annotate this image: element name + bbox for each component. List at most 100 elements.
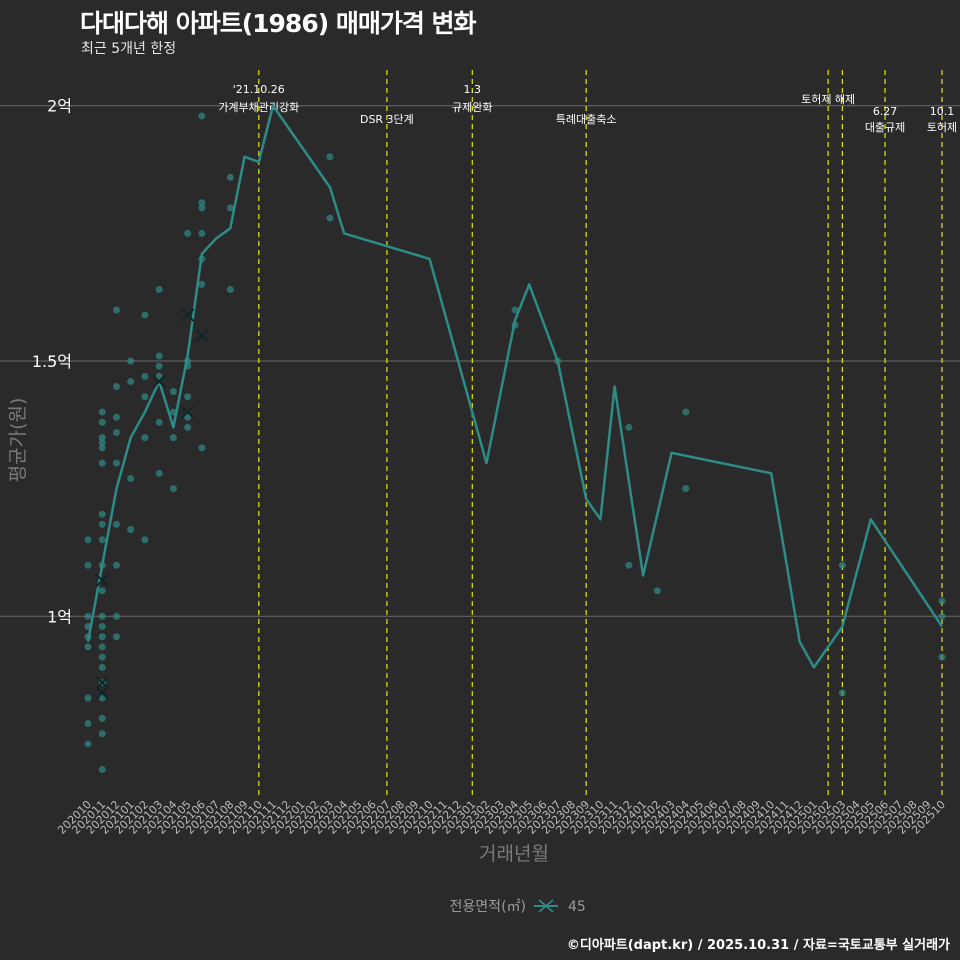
data-point bbox=[511, 306, 519, 314]
y-tick-label: 1억 bbox=[47, 607, 72, 626]
data-point bbox=[98, 653, 106, 661]
data-point bbox=[226, 286, 234, 294]
data-point bbox=[84, 720, 92, 728]
data-point bbox=[84, 633, 92, 641]
data-point bbox=[141, 372, 149, 380]
data-point bbox=[554, 357, 562, 365]
data-point bbox=[155, 352, 163, 360]
data-point bbox=[198, 229, 206, 237]
cross-mark bbox=[95, 573, 109, 588]
data-point bbox=[98, 765, 106, 773]
data-point bbox=[127, 526, 135, 534]
data-point bbox=[84, 643, 92, 651]
data-point bbox=[198, 112, 206, 120]
data-point bbox=[98, 587, 106, 595]
data-point bbox=[98, 623, 106, 631]
data-point bbox=[98, 459, 106, 467]
data-point bbox=[112, 413, 120, 421]
data-point bbox=[838, 689, 846, 697]
y-axis-label: 평균가(원) bbox=[7, 398, 29, 483]
data-point bbox=[682, 408, 690, 416]
x-axis-label: 거래년월 bbox=[479, 843, 549, 865]
chart-title: 다대다해 아파트(1986) 매매가격 변화 bbox=[80, 9, 477, 38]
data-point bbox=[127, 377, 135, 385]
data-point bbox=[112, 633, 120, 641]
data-point bbox=[511, 321, 519, 329]
data-point bbox=[625, 423, 633, 431]
data-point bbox=[98, 663, 106, 671]
cross-mark bbox=[195, 328, 209, 343]
data-point bbox=[112, 383, 120, 391]
data-point bbox=[653, 587, 661, 595]
data-point bbox=[155, 286, 163, 294]
data-point bbox=[84, 623, 92, 631]
data-point bbox=[326, 153, 334, 161]
data-point bbox=[169, 408, 177, 416]
event-date-label: 1.3 bbox=[464, 83, 482, 96]
legend-cross-icon bbox=[538, 899, 554, 913]
data-point bbox=[198, 255, 206, 263]
legend-entry-45: 45 bbox=[568, 899, 586, 915]
data-point bbox=[112, 459, 120, 467]
data-point bbox=[112, 306, 120, 314]
cross-mark bbox=[95, 675, 109, 690]
data-point bbox=[98, 643, 106, 651]
event-name-label: 특례대출축소 bbox=[556, 113, 617, 126]
data-point bbox=[98, 520, 106, 528]
cross-mark bbox=[152, 374, 166, 389]
data-point bbox=[184, 362, 192, 370]
data-point bbox=[155, 469, 163, 477]
data-point bbox=[938, 597, 946, 605]
data-point bbox=[141, 434, 149, 442]
data-point bbox=[98, 730, 106, 738]
data-point bbox=[98, 536, 106, 544]
data-point bbox=[98, 612, 106, 620]
footer-credit: ©디아파트(dapt.kr) / 2025.10.31 / 자료=국토교통부 실… bbox=[566, 938, 950, 953]
event-date-label: 10.1 bbox=[930, 105, 955, 118]
event-name-label: 토허제 bbox=[927, 121, 957, 134]
data-point bbox=[184, 357, 192, 365]
data-point bbox=[682, 485, 690, 493]
data-point bbox=[112, 612, 120, 620]
event-name-label: 대출규제 bbox=[865, 121, 905, 134]
data-point bbox=[169, 485, 177, 493]
y-tick-label: 2억 bbox=[47, 97, 72, 116]
data-point bbox=[155, 418, 163, 426]
data-point bbox=[141, 393, 149, 401]
data-point bbox=[98, 714, 106, 722]
data-point bbox=[838, 561, 846, 569]
data-point bbox=[98, 694, 106, 702]
data-point bbox=[84, 612, 92, 620]
event-name-label: 규제완화 bbox=[452, 101, 492, 114]
event-name-label: 가계부채관리강화 bbox=[218, 101, 299, 114]
cross-mark bbox=[180, 405, 195, 419]
event-name-label: DSR 3단계 bbox=[360, 113, 414, 126]
data-point bbox=[198, 280, 206, 288]
chart-subtitle: 최근 5개년 한정 bbox=[81, 41, 177, 57]
data-point bbox=[141, 311, 149, 319]
data-point bbox=[98, 561, 106, 569]
data-point bbox=[938, 653, 946, 661]
data-point bbox=[625, 561, 633, 569]
data-point bbox=[98, 408, 106, 416]
event-date-label: '21.10.26 bbox=[233, 83, 285, 96]
data-point bbox=[98, 418, 106, 426]
data-point bbox=[184, 413, 192, 421]
series-line-45 bbox=[86, 104, 944, 669]
legend-title: 전용면적(㎡) bbox=[450, 899, 526, 915]
y-tick-label: 1.5억 bbox=[32, 352, 72, 371]
data-point bbox=[98, 439, 106, 447]
data-point bbox=[127, 474, 135, 482]
data-point bbox=[127, 357, 135, 365]
data-point bbox=[112, 561, 120, 569]
data-point bbox=[98, 510, 106, 518]
data-point bbox=[326, 214, 334, 222]
event-date-label: 토허제 해제 bbox=[801, 92, 855, 106]
data-point bbox=[98, 633, 106, 641]
event-date-label: 6.27 bbox=[873, 105, 898, 118]
data-point bbox=[184, 393, 192, 401]
data-point bbox=[169, 434, 177, 442]
data-point bbox=[84, 536, 92, 544]
data-point bbox=[84, 694, 92, 702]
legend: 전용면적(㎡) 45 bbox=[450, 899, 586, 915]
